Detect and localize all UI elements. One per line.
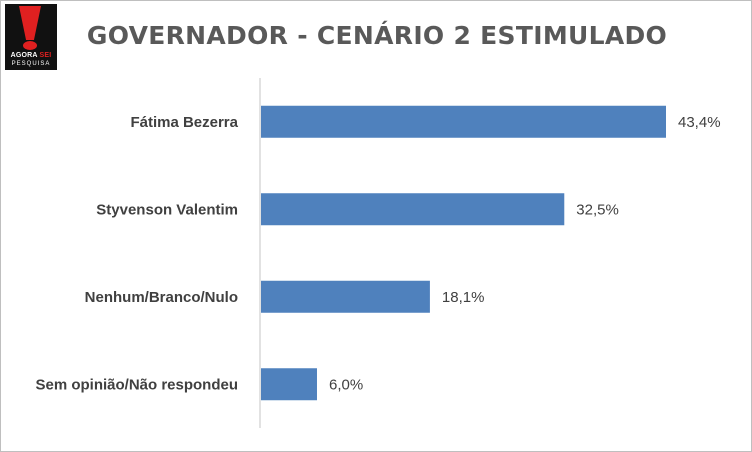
category-label: Fátima Bezerra [130,114,238,131]
category-label: Nenhum/Branco/Nulo [85,289,238,306]
data-label: 43,4% [678,114,721,131]
bar [261,193,565,226]
exclamation-mark-icon [19,6,41,40]
logo-subtext: PESQUISA [11,61,51,67]
data-label: 18,1% [442,289,485,306]
chart-title: GOVERNADOR - CENÁRIO 2 ESTIMULADO [86,21,668,50]
data-label: 32,5% [576,201,619,218]
agora-sei-logo: AGORA SEI PESQUISA [5,4,57,70]
logo-text: AGORA SEI [10,52,52,59]
category-label: Styvenson Valentim [96,201,238,218]
bar [261,105,666,138]
exclamation-dot-icon [23,41,37,50]
bar [261,280,430,313]
data-label: 6,0% [329,376,363,393]
bar [261,368,317,401]
category-label: Sem opinião/Não respondeu [35,376,238,393]
